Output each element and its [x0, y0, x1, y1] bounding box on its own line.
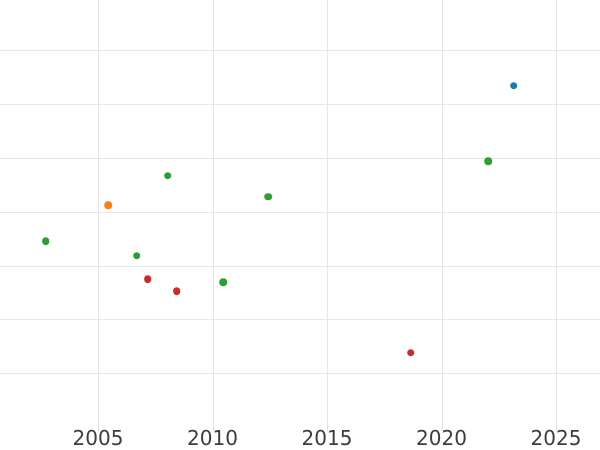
scatter-point-red	[144, 275, 152, 283]
horizontal-gridline	[0, 211, 600, 213]
x-tick-mark	[212, 425, 214, 431]
scatter-point-green	[132, 252, 141, 260]
x-tick-label: 2025	[530, 426, 582, 450]
vertical-gridline	[212, 0, 214, 425]
horizontal-gridline	[0, 104, 600, 105]
scatter-point-red	[172, 287, 181, 296]
scatter-point-blue	[510, 81, 518, 90]
horizontal-gridline	[0, 373, 600, 375]
horizontal-gridline	[0, 50, 600, 52]
x-tick-mark	[441, 425, 443, 431]
x-tick-mark	[98, 425, 99, 431]
x-tick-label: 2020	[416, 426, 467, 450]
scatter-point-green	[264, 192, 272, 201]
horizontal-gridline	[0, 265, 600, 267]
x-tick-mark	[327, 425, 328, 431]
scatter-point-green	[164, 171, 172, 180]
x-tick-label: 2005	[72, 426, 124, 450]
horizontal-gridline	[0, 319, 600, 321]
x-tick-label: 2010	[187, 426, 238, 450]
scatter-point-red	[407, 349, 415, 357]
scatter-point-orange	[104, 201, 113, 209]
plot-area	[0, 0, 600, 425]
x-tick-label: 2015	[301, 426, 353, 450]
scatter-point-green	[42, 237, 50, 246]
scatter-point-green	[484, 157, 492, 165]
x-tick-mark	[556, 425, 557, 431]
vertical-gridline	[98, 0, 99, 425]
vertical-gridline	[441, 0, 443, 425]
horizontal-gridline	[0, 157, 600, 159]
vertical-gridline	[327, 0, 328, 425]
vertical-gridline	[556, 0, 557, 425]
scatter-point-green	[219, 278, 228, 287]
